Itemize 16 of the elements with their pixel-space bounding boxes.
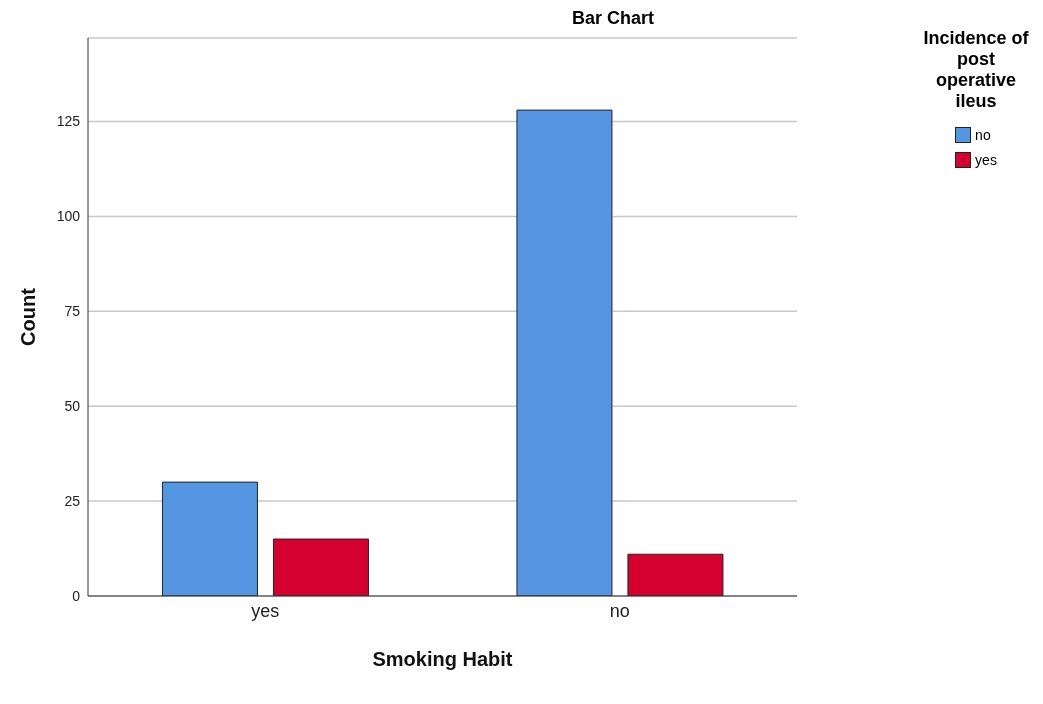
y-axis-title: Count [17, 287, 40, 346]
bar [272, 538, 369, 596]
y-tick-label: 25 [64, 493, 81, 510]
x-axis-title: Smoking Habit [372, 648, 513, 670]
y-tick-label: 100 [56, 208, 81, 225]
y-tick-label: 0 [72, 587, 81, 604]
legend-label: no [975, 126, 991, 143]
chart-title: Bar Chart [571, 8, 655, 29]
bar [161, 481, 258, 596]
bar [627, 553, 724, 596]
y-tick-label: 50 [64, 398, 81, 415]
bar [516, 109, 613, 596]
legend-label: yes [975, 151, 997, 168]
y-tick-label: 125 [56, 113, 81, 130]
legend-title: Incidence of post operative ileus [922, 28, 1030, 112]
y-tick-label: 75 [64, 303, 81, 320]
